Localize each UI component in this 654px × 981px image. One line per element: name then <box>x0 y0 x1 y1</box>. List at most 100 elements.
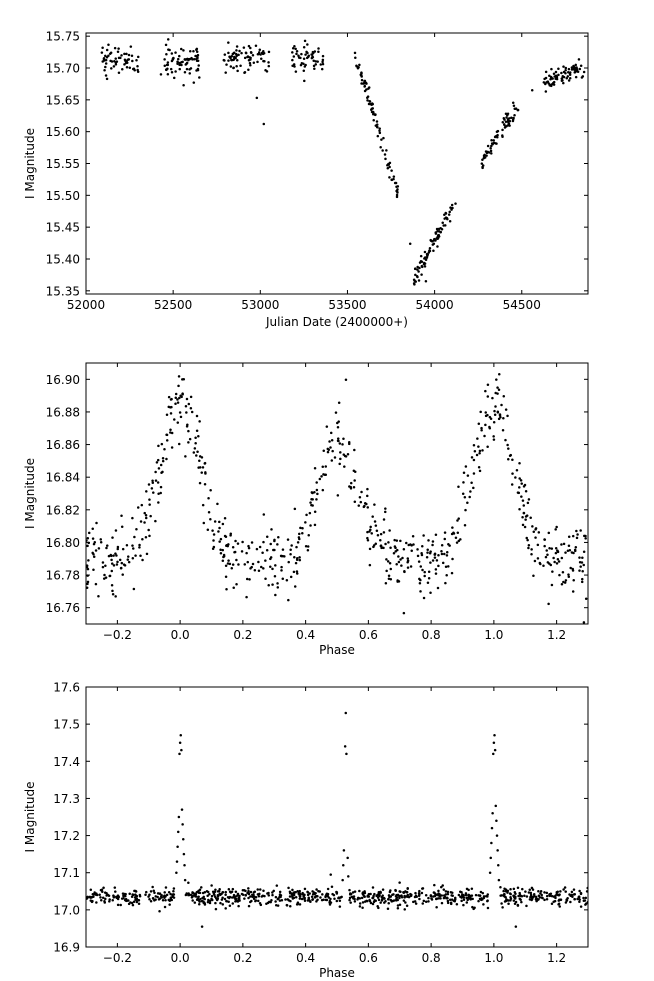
data-point <box>104 54 107 58</box>
data-point <box>197 64 200 67</box>
data-point <box>484 423 487 427</box>
data-point <box>271 583 274 586</box>
data-point <box>154 895 157 898</box>
data-point <box>163 64 167 67</box>
data-point <box>545 81 548 84</box>
data-point <box>87 559 90 562</box>
data-point <box>424 900 428 904</box>
data-point <box>110 562 114 565</box>
data-point <box>336 437 340 440</box>
data-point <box>446 901 450 905</box>
data-point <box>159 491 162 495</box>
data-point <box>235 65 238 68</box>
data-point <box>398 896 401 900</box>
data-point <box>165 53 168 56</box>
data-point <box>326 450 330 454</box>
data-point <box>275 884 279 887</box>
data-point <box>168 48 171 52</box>
data-point <box>91 537 95 540</box>
data-point <box>381 149 384 152</box>
data-point <box>293 585 297 588</box>
data-point <box>249 890 253 894</box>
x-tick-label: 0.8 <box>422 951 441 965</box>
data-point <box>195 429 199 432</box>
data-point <box>172 76 176 80</box>
data-point <box>429 238 432 242</box>
data-point <box>373 113 377 117</box>
data-point <box>402 891 406 894</box>
data-point <box>152 491 155 494</box>
data-point <box>188 437 192 441</box>
data-point <box>263 894 266 898</box>
data-point <box>295 52 298 56</box>
data-point <box>563 581 567 584</box>
data-point <box>518 477 521 480</box>
data-point <box>506 891 509 894</box>
data-point <box>359 500 363 504</box>
data-point <box>94 549 98 552</box>
data-point <box>450 208 453 211</box>
data-point <box>434 533 438 536</box>
data-point <box>444 216 448 219</box>
data-point <box>582 70 586 74</box>
data-point <box>410 549 413 552</box>
data-point <box>392 551 396 555</box>
data-point <box>524 890 527 893</box>
data-point <box>314 60 318 63</box>
data-point <box>341 878 344 882</box>
data-point <box>491 396 494 400</box>
data-point <box>245 577 249 581</box>
data-point <box>568 76 572 80</box>
data-point <box>123 564 127 567</box>
x-axis-label: Phase <box>319 643 355 657</box>
data-point <box>360 896 364 900</box>
data-point <box>133 889 136 893</box>
data-point <box>434 232 438 235</box>
data-point <box>576 533 579 536</box>
data-point <box>167 891 171 894</box>
data-point <box>313 467 317 470</box>
data-point <box>500 403 503 407</box>
data-point <box>116 903 120 907</box>
data-point <box>434 568 438 571</box>
data-point <box>511 472 514 475</box>
data-point <box>274 564 277 567</box>
data-point <box>489 147 492 150</box>
data-point <box>506 414 509 418</box>
data-point <box>201 891 205 895</box>
data-point <box>478 451 481 455</box>
data-point <box>324 473 328 476</box>
data-point <box>499 894 502 897</box>
data-point <box>415 274 419 278</box>
plot-frame <box>85 32 589 295</box>
data-point <box>434 572 438 575</box>
data-point <box>414 902 418 905</box>
data-point <box>435 227 439 231</box>
data-point <box>297 56 301 59</box>
data-point <box>95 901 98 904</box>
data-point <box>176 421 180 424</box>
data-point <box>104 65 107 69</box>
data-point <box>429 561 432 564</box>
data-point <box>233 550 237 554</box>
data-point <box>260 565 263 569</box>
data-point <box>361 906 364 910</box>
data-point <box>342 864 345 867</box>
data-point <box>582 899 586 902</box>
data-point <box>297 892 300 895</box>
data-point <box>280 569 283 572</box>
data-point <box>561 570 565 574</box>
data-point <box>424 258 428 261</box>
data-point <box>208 901 212 905</box>
data-point <box>181 823 184 826</box>
data-point <box>507 458 510 461</box>
data-point <box>388 529 391 532</box>
data-point <box>563 886 567 889</box>
data-point <box>145 552 149 556</box>
data-point <box>112 564 116 567</box>
data-point <box>507 121 510 124</box>
data-point <box>158 892 162 895</box>
data-point <box>157 467 161 470</box>
data-point <box>306 891 310 894</box>
data-point <box>200 456 204 459</box>
